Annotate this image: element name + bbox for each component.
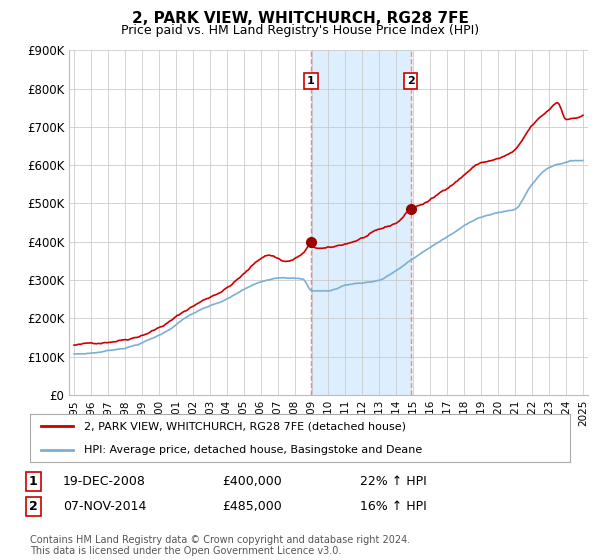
Text: 2: 2 [407, 76, 415, 86]
Text: HPI: Average price, detached house, Basingstoke and Deane: HPI: Average price, detached house, Basi… [84, 445, 422, 455]
Text: 2: 2 [29, 500, 37, 514]
Bar [311, 50, 410, 395]
Text: 16% ↑ HPI: 16% ↑ HPI [360, 500, 427, 514]
Text: Contains HM Land Registry data © Crown copyright and database right 2024.
This d: Contains HM Land Registry data © Crown c… [30, 535, 410, 557]
Text: 2, PARK VIEW, WHITCHURCH, RG28 7FE: 2, PARK VIEW, WHITCHURCH, RG28 7FE [131, 11, 469, 26]
Text: £400,000: £400,000 [222, 475, 282, 488]
Text: Price paid vs. HM Land Registry's House Price Index (HPI): Price paid vs. HM Land Registry's House … [121, 24, 479, 36]
Text: 07-NOV-2014: 07-NOV-2014 [63, 500, 146, 514]
Text: 22% ↑ HPI: 22% ↑ HPI [360, 475, 427, 488]
Text: 19-DEC-2008: 19-DEC-2008 [63, 475, 146, 488]
Text: 1: 1 [307, 76, 315, 86]
Text: 2, PARK VIEW, WHITCHURCH, RG28 7FE (detached house): 2, PARK VIEW, WHITCHURCH, RG28 7FE (deta… [84, 421, 406, 431]
Text: £485,000: £485,000 [222, 500, 282, 514]
Text: 1: 1 [29, 475, 37, 488]
